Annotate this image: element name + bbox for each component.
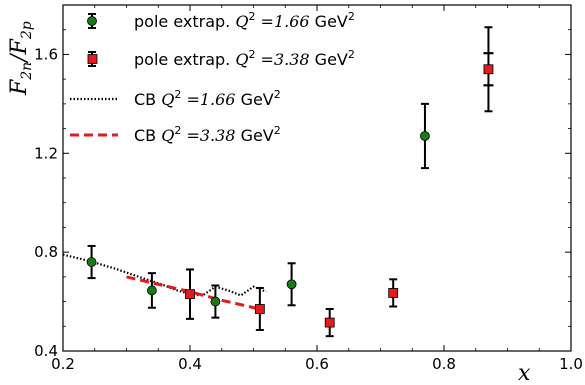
data-point-circle	[210, 296, 221, 307]
data-markers	[86, 64, 494, 328]
data-point-square	[483, 64, 494, 75]
legend-entry-label: pole extrap. Q2 =1.66 GeV2	[134, 10, 355, 31]
data-point-square	[185, 289, 195, 300]
legend-q-exp: 2	[248, 10, 255, 23]
legend-prefix: pole extrap.	[134, 12, 235, 31]
legend-entry-label: pole extrap. Q2 =3.38 GeV2	[134, 48, 355, 69]
legend-unit-exp: 2	[348, 48, 355, 61]
legend-unit: GeV	[315, 50, 348, 69]
data-point-square	[324, 317, 335, 328]
x-tick-label: 0.4	[178, 355, 202, 373]
legend-unit: GeV	[241, 126, 274, 145]
legend-entry-label: CB Q2 =1.66 GeV2	[134, 88, 281, 109]
plot-area	[63, 5, 571, 351]
data-point-circle	[146, 285, 157, 296]
data-point-circle	[286, 279, 297, 290]
legend-marker-circle	[87, 16, 97, 26]
data-point-square	[254, 304, 265, 314]
legend-unit-exp: 2	[274, 88, 281, 101]
legend-unit: GeV	[315, 12, 348, 31]
axes: 0.2 0.4 0.6 0.8 1.00.40.81.21.6	[34, 4, 583, 373]
legend-q-value: =3.38	[181, 126, 240, 145]
y-axis-label: F2n/F2p	[7, 21, 35, 96]
y-tick-label: 1.6	[34, 45, 58, 63]
legend-q: Q	[235, 12, 248, 31]
series-line-cb-3-38	[126, 275, 261, 311]
legend-unit: GeV	[241, 90, 274, 109]
legend-q-value: =1.66	[181, 90, 240, 109]
legend-q: Q	[161, 90, 174, 109]
legend-q-value: =1.66	[255, 12, 314, 31]
legend-prefix: CB	[134, 90, 161, 109]
legend-q: Q	[235, 50, 248, 69]
legend-prefix: pole extrap.	[134, 50, 235, 69]
legend-marker-square	[87, 54, 98, 64]
y-tick-label: 0.8	[34, 243, 58, 261]
y-tick-label: 0.4	[34, 342, 58, 360]
x-tick-label: 0.6	[305, 355, 329, 373]
data-point-square	[388, 288, 399, 298]
legend-prefix: CB	[134, 126, 161, 145]
plot-background	[63, 5, 571, 351]
x-axis-label: x	[518, 361, 531, 385]
data-point-circle	[420, 131, 430, 141]
y-axis-label-f: F	[7, 79, 32, 96]
data-point-circle	[86, 257, 97, 267]
legend-q-exp: 2	[174, 88, 181, 101]
x-tick-label: 0.8	[432, 355, 456, 373]
x-tick-label: 0.2	[51, 355, 75, 373]
legend-unit-exp: 2	[348, 10, 355, 23]
x-tick-label: 1.0	[559, 355, 583, 373]
y-axis-label-slash: /F	[7, 38, 32, 63]
y-axis-label-sub2: 2p	[19, 21, 35, 40]
legend-q-exp: 2	[248, 48, 255, 61]
y-axis-label-sub1: 2n	[19, 62, 35, 81]
legend-q-exp: 2	[174, 124, 181, 137]
legend-q: Q	[161, 126, 174, 145]
legend-unit-exp: 2	[274, 124, 281, 137]
legend-q-value: =3.38	[255, 50, 314, 69]
y-tick-label: 1.2	[34, 144, 58, 162]
legend-entry-label: CB Q2 =3.38 GeV2	[134, 124, 281, 145]
